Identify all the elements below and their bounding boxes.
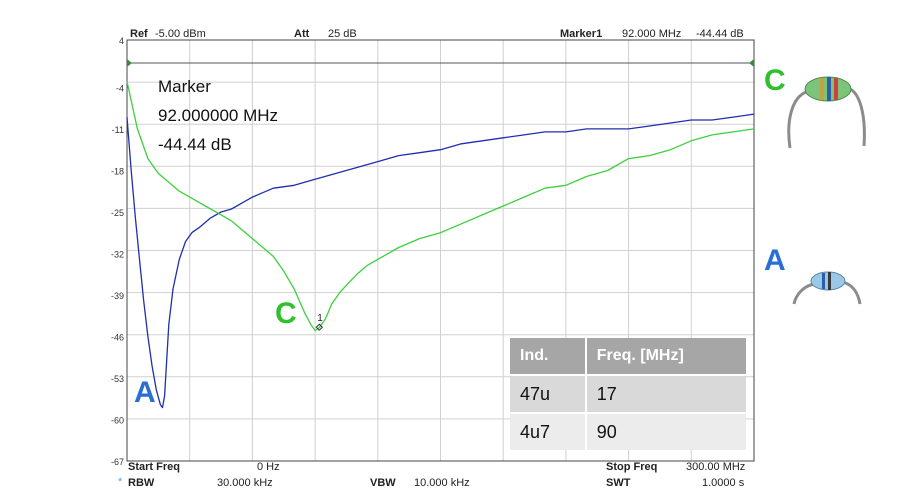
y-tick-labels: 4 -4 -11 -18 -25 -32 -39 -46 -53 -60 -67 bbox=[111, 36, 124, 467]
curve-a-label: A bbox=[134, 376, 156, 409]
photo-a-label: A bbox=[764, 244, 786, 277]
y-tick-label: -46 bbox=[111, 332, 124, 342]
inductor-photo-a bbox=[792, 271, 862, 305]
table-row: 47u 17 bbox=[510, 374, 746, 413]
rbw-label: RBW bbox=[128, 477, 155, 489]
traces bbox=[126, 81, 755, 409]
marker-1-symbol bbox=[315, 323, 323, 331]
attenuation-value: 25 dB bbox=[328, 28, 357, 40]
swt-label: SWT bbox=[606, 477, 631, 489]
table-cell-inductance: 47u bbox=[510, 374, 587, 413]
table-cell-frequency: 17 bbox=[585, 374, 746, 413]
y-tick-label: 4 bbox=[119, 36, 124, 46]
marker-readout: Marker 92.000000 MHz -44.44 dB bbox=[158, 72, 278, 159]
ref-level-label: Ref bbox=[130, 28, 148, 40]
marker1-level: -44.44 dB bbox=[696, 28, 744, 40]
marker-readout-level: -44.44 dB bbox=[158, 135, 232, 154]
table-header-row: Ind. Freq. [MHz] bbox=[510, 338, 746, 375]
marker1-label: Marker1 bbox=[560, 28, 603, 40]
table-cell-inductance: 4u7 bbox=[510, 412, 587, 450]
marker-1-label: 1 bbox=[317, 313, 323, 324]
y-tick-label: -4 bbox=[116, 83, 124, 93]
photo-c-label: C bbox=[764, 64, 786, 97]
vbw-label: VBW bbox=[370, 477, 396, 489]
y-tick-label: -53 bbox=[111, 374, 124, 384]
start-freq-value: 0 Hz bbox=[257, 461, 280, 473]
table-header-frequency: Freq. [MHz] bbox=[585, 338, 746, 375]
marker1-frequency: 92.000 MHz bbox=[622, 28, 682, 40]
plot-frame bbox=[126, 39, 755, 462]
table-cell-frequency: 90 bbox=[585, 412, 746, 450]
vbw-value: 10.000 kHz bbox=[414, 477, 470, 489]
stop-freq-label: Stop Freq bbox=[606, 461, 658, 473]
reference-level-right-arrow bbox=[749, 59, 754, 67]
rbw-coupling-star: * bbox=[118, 476, 123, 488]
ref-level-value: -5.00 dBm bbox=[155, 28, 206, 40]
marker-layer: 1 bbox=[315, 313, 323, 331]
marker-readout-frequency: 92.000000 MHz bbox=[158, 106, 279, 125]
rbw-value: 30.000 kHz bbox=[217, 477, 273, 489]
y-tick-label: -67 bbox=[111, 457, 124, 467]
table-header-inductance: Ind. bbox=[510, 338, 587, 375]
start-freq-label: Start Freq bbox=[128, 461, 180, 473]
attenuation-label: Att bbox=[294, 28, 310, 40]
curve-c-label: C bbox=[275, 297, 297, 330]
y-tick-label: -11 bbox=[112, 125, 124, 135]
inductor-photo-c bbox=[787, 76, 866, 149]
y-tick-label: -32 bbox=[111, 249, 124, 259]
inductor-frequency-table: Ind. Freq. [MHz] 47u 17 4u7 90 bbox=[510, 338, 746, 450]
trace-c bbox=[126, 81, 755, 332]
marker-readout-title: Marker bbox=[158, 77, 211, 96]
reference-level-left-arrow bbox=[127, 59, 132, 67]
y-tick-label: -25 bbox=[111, 208, 124, 218]
y-tick-label: -18 bbox=[111, 166, 124, 176]
y-tick-label: -39 bbox=[111, 291, 124, 301]
stop-freq-value: 300.00 MHz bbox=[686, 461, 746, 473]
y-tick-label: -60 bbox=[111, 415, 124, 425]
swt-value: 1.0000 s bbox=[702, 477, 745, 489]
table-row: 4u7 90 bbox=[510, 412, 746, 450]
trace-a bbox=[126, 113, 755, 409]
